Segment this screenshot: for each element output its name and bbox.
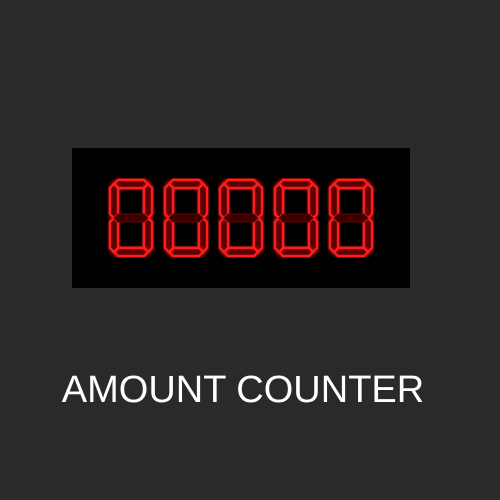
segment-lower-left [108, 216, 120, 254]
segment-middle [223, 213, 259, 223]
digit-3 [218, 178, 264, 258]
segment-top [112, 178, 150, 190]
segment-lower-right [197, 216, 209, 254]
segment-bottom [277, 246, 315, 258]
segment-upper-right [362, 182, 374, 220]
segment-bottom [112, 246, 150, 258]
segment-lower-left [218, 216, 230, 254]
segment-upper-left [108, 182, 120, 220]
segment-lower-left [273, 216, 285, 254]
digits-svg [108, 178, 374, 258]
segment-lower-left [163, 216, 175, 254]
segment-middle [168, 213, 204, 223]
segment-middle [113, 213, 149, 223]
segment-upper-right [252, 182, 264, 220]
segment-lower-right [142, 216, 154, 254]
segment-bottom [332, 246, 370, 258]
seven-segment-display [72, 148, 410, 288]
digit-4 [273, 178, 319, 258]
digit-2 [163, 178, 209, 258]
digit-row [107, 178, 377, 258]
segment-upper-right [142, 182, 154, 220]
segment-middle [278, 213, 314, 223]
segment-top [332, 178, 370, 190]
segment-upper-right [307, 182, 319, 220]
segment-upper-left [328, 182, 340, 220]
segment-top [222, 178, 260, 190]
segment-top [167, 178, 205, 190]
segment-lower-right [307, 216, 319, 254]
segment-lower-left [328, 216, 340, 254]
segment-middle [333, 213, 369, 223]
counter-caption: AMOUNT COUNTER [61, 369, 425, 411]
segment-bottom [167, 246, 205, 258]
segment-upper-left [163, 182, 175, 220]
segment-upper-left [218, 182, 230, 220]
segment-bottom [222, 246, 260, 258]
segment-upper-left [273, 182, 285, 220]
digit-5 [328, 178, 374, 258]
segment-lower-right [252, 216, 264, 254]
digit-1 [108, 178, 154, 258]
segment-lower-right [362, 216, 374, 254]
segment-top [277, 178, 315, 190]
segment-upper-right [197, 182, 209, 220]
